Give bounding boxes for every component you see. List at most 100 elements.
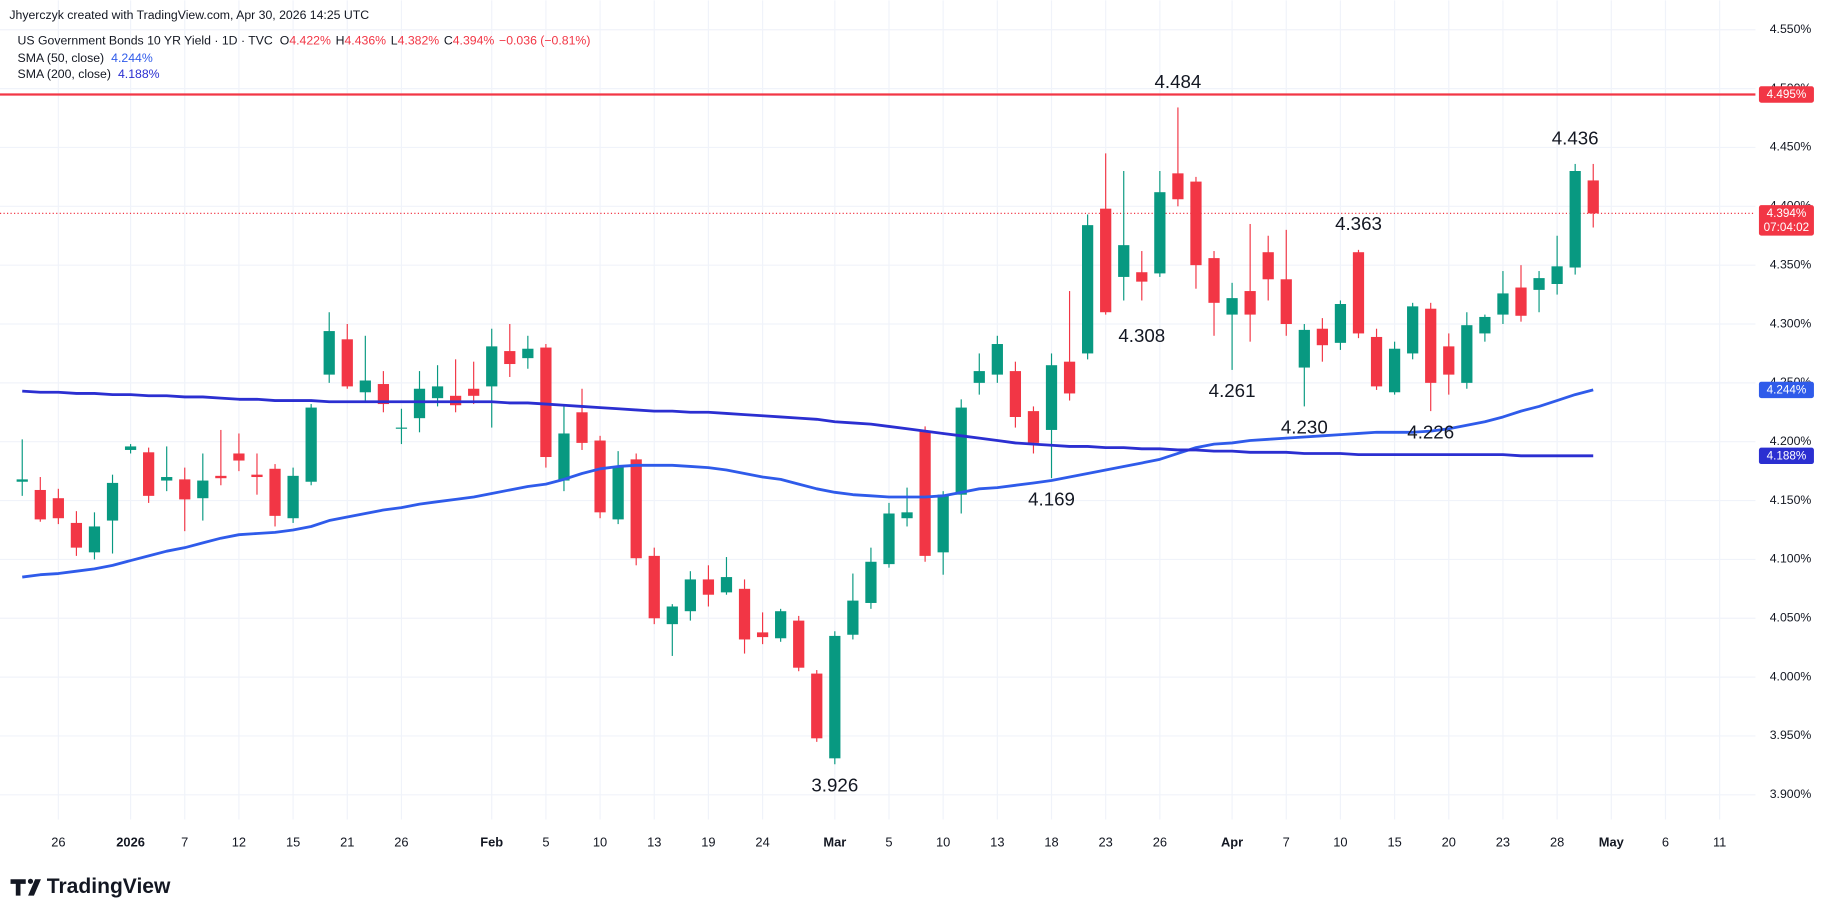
candle-body xyxy=(1280,279,1292,325)
price-annotation: 4.363 xyxy=(1335,213,1382,234)
x-tick-label: Mar xyxy=(823,834,846,849)
candle-body xyxy=(1154,192,1166,274)
x-tick-label: 5 xyxy=(885,834,892,849)
x-tick-label: 26 xyxy=(51,834,65,849)
candle-body xyxy=(1443,346,1455,375)
candle-body xyxy=(359,380,371,393)
candle-body xyxy=(793,620,805,668)
candle-body xyxy=(775,611,787,639)
x-tick-label: 7 xyxy=(181,834,188,849)
candle-body xyxy=(1479,316,1491,334)
candle-body xyxy=(1533,278,1545,290)
header: Jhyerczyk created with TradingView.com, … xyxy=(9,8,590,82)
candle-body xyxy=(684,579,696,612)
x-tick-label: 18 xyxy=(1044,834,1058,849)
candle-body xyxy=(648,555,660,619)
sma-legend: SMA (200, close) 4.188% xyxy=(18,67,160,81)
price-annotation: 4.261 xyxy=(1209,380,1256,401)
candle-body xyxy=(161,477,173,481)
brand: TradingView xyxy=(47,875,171,898)
hline-label: 4.495% xyxy=(1767,88,1807,101)
candle-body xyxy=(197,480,209,499)
candle-body xyxy=(1100,208,1112,313)
legend-text: L xyxy=(391,34,398,48)
y-tick-label: 4.300% xyxy=(1770,316,1812,330)
legend-text: −0.036 (−0.81%) xyxy=(499,34,590,48)
candle-body xyxy=(612,466,624,520)
candle-body xyxy=(34,489,46,520)
candle-body xyxy=(468,388,480,396)
x-tick-label: 10 xyxy=(593,834,607,849)
legend-text: US Government Bonds 10 YR Yield · 1D · T… xyxy=(18,34,273,48)
x-tick-label: 23 xyxy=(1099,834,1113,849)
price-label: 4.394% xyxy=(1767,207,1807,220)
y-tick-label: 4.200% xyxy=(1770,434,1812,448)
x-tick-label: May xyxy=(1599,834,1625,849)
candle-body xyxy=(143,452,155,496)
price-annotation: 4.436 xyxy=(1552,127,1599,148)
candle-body xyxy=(1226,298,1238,315)
candle-body xyxy=(1425,308,1437,383)
candle-body xyxy=(305,407,317,482)
candle-body xyxy=(52,498,64,519)
y-tick-label: 4.450% xyxy=(1770,140,1812,154)
legend-text: 4.382% xyxy=(398,34,440,48)
candle-body xyxy=(522,348,534,359)
candle-body xyxy=(1551,266,1563,284)
candle-body xyxy=(955,407,967,495)
candle-body xyxy=(1244,291,1256,315)
candle-body xyxy=(540,347,552,458)
candle-body xyxy=(341,339,353,387)
attribution: Jhyerczyk created with TradingView.com, … xyxy=(9,8,369,22)
candle-body xyxy=(847,600,859,635)
price-annotation: 4.226 xyxy=(1407,421,1454,442)
legend-text: SMA (200, close) xyxy=(18,67,111,81)
candle-body xyxy=(287,475,299,519)
candle-body xyxy=(1352,252,1365,334)
x-tick-label: 23 xyxy=(1496,834,1510,849)
y-tick-label: 4.050% xyxy=(1770,611,1812,625)
x-tick-label: 5 xyxy=(542,834,549,849)
candle-body xyxy=(1172,173,1184,200)
y-tick-label: 3.950% xyxy=(1770,728,1812,742)
candle-body xyxy=(233,453,245,461)
candle-body xyxy=(1497,293,1509,315)
candle-body xyxy=(1136,272,1148,282)
hline-box xyxy=(1758,86,1814,103)
legend-text: 4.188% xyxy=(118,67,160,81)
candle-body xyxy=(70,522,83,548)
candle-body xyxy=(865,561,877,603)
candle-body xyxy=(269,468,281,516)
x-tick-label: 7 xyxy=(1283,834,1290,849)
legend-text: 4.422% xyxy=(289,34,331,48)
x-tick-label: 19 xyxy=(701,834,715,849)
candle-body xyxy=(1082,225,1094,354)
price-annotation: 4.308 xyxy=(1118,325,1165,346)
candle-body xyxy=(666,606,678,625)
candle-body xyxy=(1407,306,1419,354)
sma-value-label: 4.188% xyxy=(1767,450,1807,463)
candle-body xyxy=(1027,411,1040,443)
footer-logo: TradingView xyxy=(10,875,171,898)
y-tick-label: 4.000% xyxy=(1770,669,1812,683)
candle-body xyxy=(811,673,823,739)
candle-body xyxy=(1370,336,1383,387)
legend-text: 4.394% xyxy=(453,34,495,48)
x-tick-label: 11 xyxy=(1713,834,1726,849)
plot: 4.484 4.436 4.363 4.308 4.261 4.230 4.226 4.169… xyxy=(0,71,1756,795)
legend-text: H xyxy=(336,34,345,48)
sma-line xyxy=(22,388,1594,579)
candle-body xyxy=(576,412,588,443)
candle-body xyxy=(991,344,1003,375)
x-tick-label: 21 xyxy=(340,834,354,849)
candle-body xyxy=(1316,328,1328,346)
candle-body xyxy=(1208,258,1220,303)
x-tick-label: 20 xyxy=(1442,834,1456,849)
candle-body xyxy=(738,588,751,640)
candle-body xyxy=(558,433,570,481)
logo-mark xyxy=(10,878,41,896)
x-tick-label: 6 xyxy=(1662,834,1669,849)
legend-text: C xyxy=(444,34,453,48)
price-annotation: 4.169 xyxy=(1028,488,1075,509)
